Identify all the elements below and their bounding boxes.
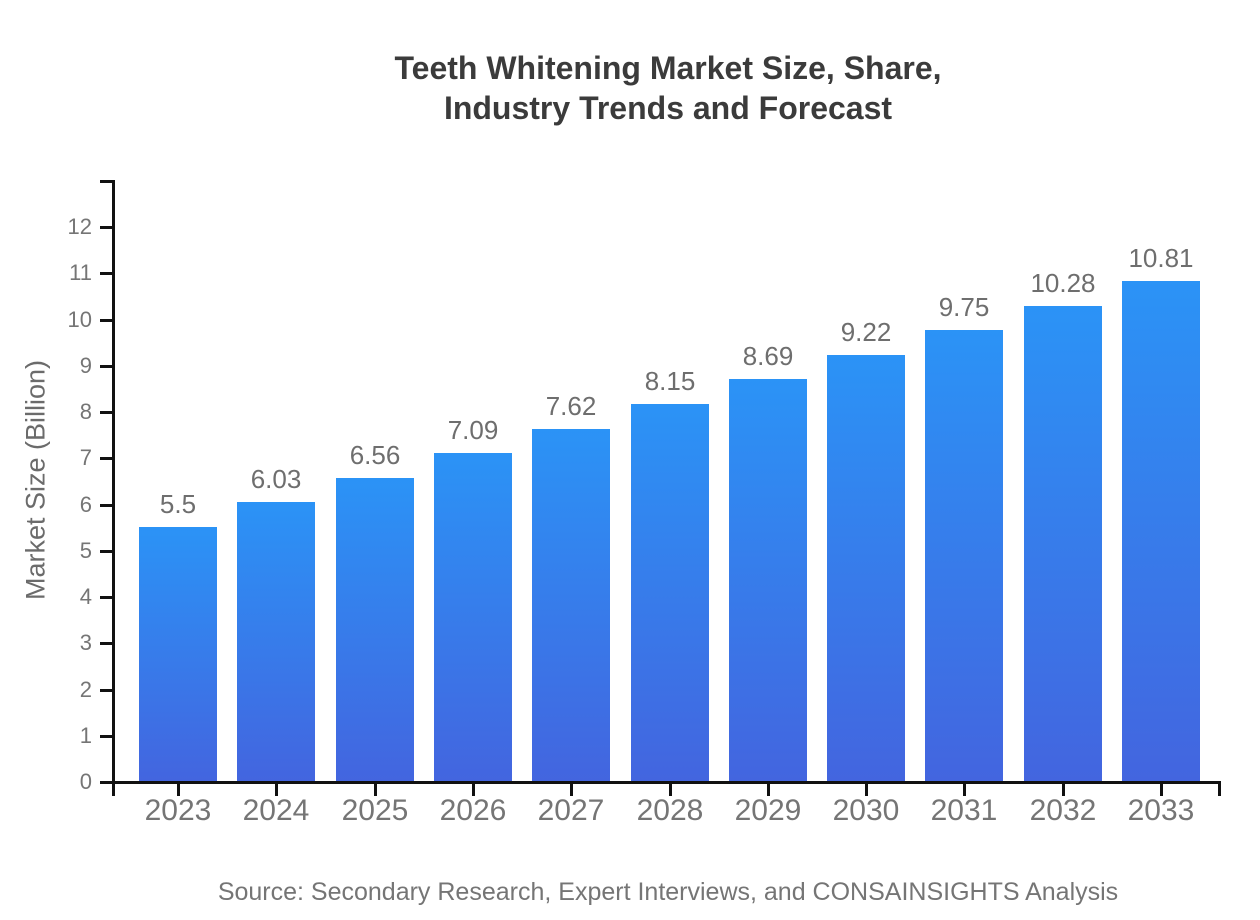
x-tick-label: 2023 [144, 794, 212, 827]
y-tick [100, 642, 112, 645]
y-tick-label: 0 [79, 769, 92, 794]
chart-title-line1: Teeth Whitening Market Size, Share, [394, 50, 942, 86]
bar-value-label: 9.22 [840, 317, 892, 347]
y-tick [100, 365, 112, 368]
x-tick [1160, 784, 1163, 796]
y-tick [100, 319, 112, 322]
y-tick-label: 8 [79, 399, 92, 424]
y-tick [100, 411, 112, 414]
x-tick-label: 2029 [734, 794, 802, 827]
bar-value-label: 10.81 [1128, 243, 1194, 273]
x-axis-end-cap [1218, 784, 1221, 796]
x-tick-label: 2028 [636, 794, 704, 827]
y-tick-label: 2 [79, 677, 92, 702]
x-tick [472, 784, 475, 796]
y-tick-label: 12 [67, 214, 92, 239]
bar-2025 [336, 478, 414, 781]
bar-2031 [925, 330, 1003, 781]
bar-value-label: 7.62 [545, 391, 597, 421]
bar-value-label: 8.69 [742, 341, 794, 371]
y-tick [100, 689, 112, 692]
x-tick-label: 2024 [242, 794, 310, 827]
bar-2026 [434, 453, 512, 781]
y-tick-label: 3 [79, 630, 92, 655]
x-tick-label: 2033 [1127, 794, 1195, 827]
x-tick-label: 2030 [832, 794, 900, 827]
x-tick [570, 784, 573, 796]
y-tick [100, 226, 112, 229]
x-tick-label: 2025 [341, 794, 409, 827]
y-tick-label: 6 [79, 492, 92, 517]
bar-value-label: 6.56 [349, 440, 401, 470]
x-tick-label: 2032 [1029, 794, 1097, 827]
y-tick [100, 550, 112, 553]
x-tick [963, 784, 966, 796]
x-tick [177, 784, 180, 796]
bar-2032 [1024, 306, 1102, 781]
y-tick [100, 272, 112, 275]
x-tick-label: 2027 [537, 794, 605, 827]
bar-value-label: 8.15 [644, 366, 696, 396]
x-tick-label: 2031 [930, 794, 998, 827]
x-tick [1062, 784, 1065, 796]
x-tick [767, 784, 770, 796]
y-tick [100, 457, 112, 460]
bar-2028 [631, 404, 709, 781]
bar-value-label: 5.5 [159, 489, 197, 519]
bar-value-label: 10.28 [1030, 268, 1096, 298]
bar-2024 [237, 502, 315, 781]
bar-2027 [532, 429, 610, 781]
bar-value-label: 7.09 [447, 415, 499, 445]
y-axis-top-cap [100, 180, 112, 183]
y-tick-label: 7 [79, 445, 92, 470]
source-attribution: Source: Secondary Research, Expert Inter… [217, 878, 1119, 906]
x-axis-line [112, 781, 1221, 784]
y-tick-label: 10 [67, 307, 92, 332]
y-tick [100, 735, 112, 738]
y-tick-label: 9 [79, 353, 92, 378]
chart-title: Teeth Whitening Market Size, Share, Indu… [115, 48, 1221, 128]
bar-2029 [729, 379, 807, 781]
y-tick-label: 1 [79, 723, 92, 748]
bar-value-label: 6.03 [250, 464, 302, 494]
x-tick [865, 784, 868, 796]
y-axis-line [112, 180, 115, 796]
chart-title-line2: Industry Trends and Forecast [443, 90, 893, 126]
bar-2023 [139, 527, 217, 781]
x-tick [275, 784, 278, 796]
y-tick [100, 596, 112, 599]
x-tick [669, 784, 672, 796]
y-tick [100, 781, 112, 784]
x-tick-label: 2026 [439, 794, 507, 827]
y-tick [100, 504, 112, 507]
bar-2030 [827, 355, 905, 781]
y-tick-label: 4 [79, 584, 92, 609]
y-tick-label: 5 [79, 538, 92, 563]
y-tick-label: 11 [69, 260, 92, 285]
bar-value-label: 9.75 [938, 292, 990, 322]
bar-2033 [1122, 281, 1200, 781]
y-axis-title: Market Size (Billion) [20, 359, 51, 601]
x-tick [374, 784, 377, 796]
